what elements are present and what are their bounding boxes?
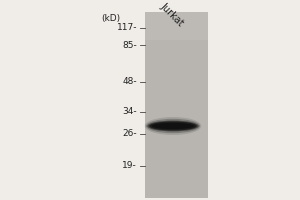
Ellipse shape bbox=[145, 117, 201, 135]
Text: (kD): (kD) bbox=[101, 14, 120, 23]
Text: 34-: 34- bbox=[122, 108, 137, 116]
Text: 48-: 48- bbox=[122, 77, 137, 86]
Bar bbox=[145, 12, 208, 40]
Text: 117-: 117- bbox=[116, 23, 137, 32]
Ellipse shape bbox=[149, 121, 197, 130]
Text: 19-: 19- bbox=[122, 162, 137, 170]
Ellipse shape bbox=[147, 121, 199, 131]
Ellipse shape bbox=[152, 123, 194, 129]
Text: Jurkat: Jurkat bbox=[158, 1, 185, 28]
Ellipse shape bbox=[146, 119, 200, 133]
Text: 85-: 85- bbox=[122, 40, 137, 49]
Bar bbox=[145, 12, 208, 198]
Text: 26-: 26- bbox=[122, 130, 137, 138]
